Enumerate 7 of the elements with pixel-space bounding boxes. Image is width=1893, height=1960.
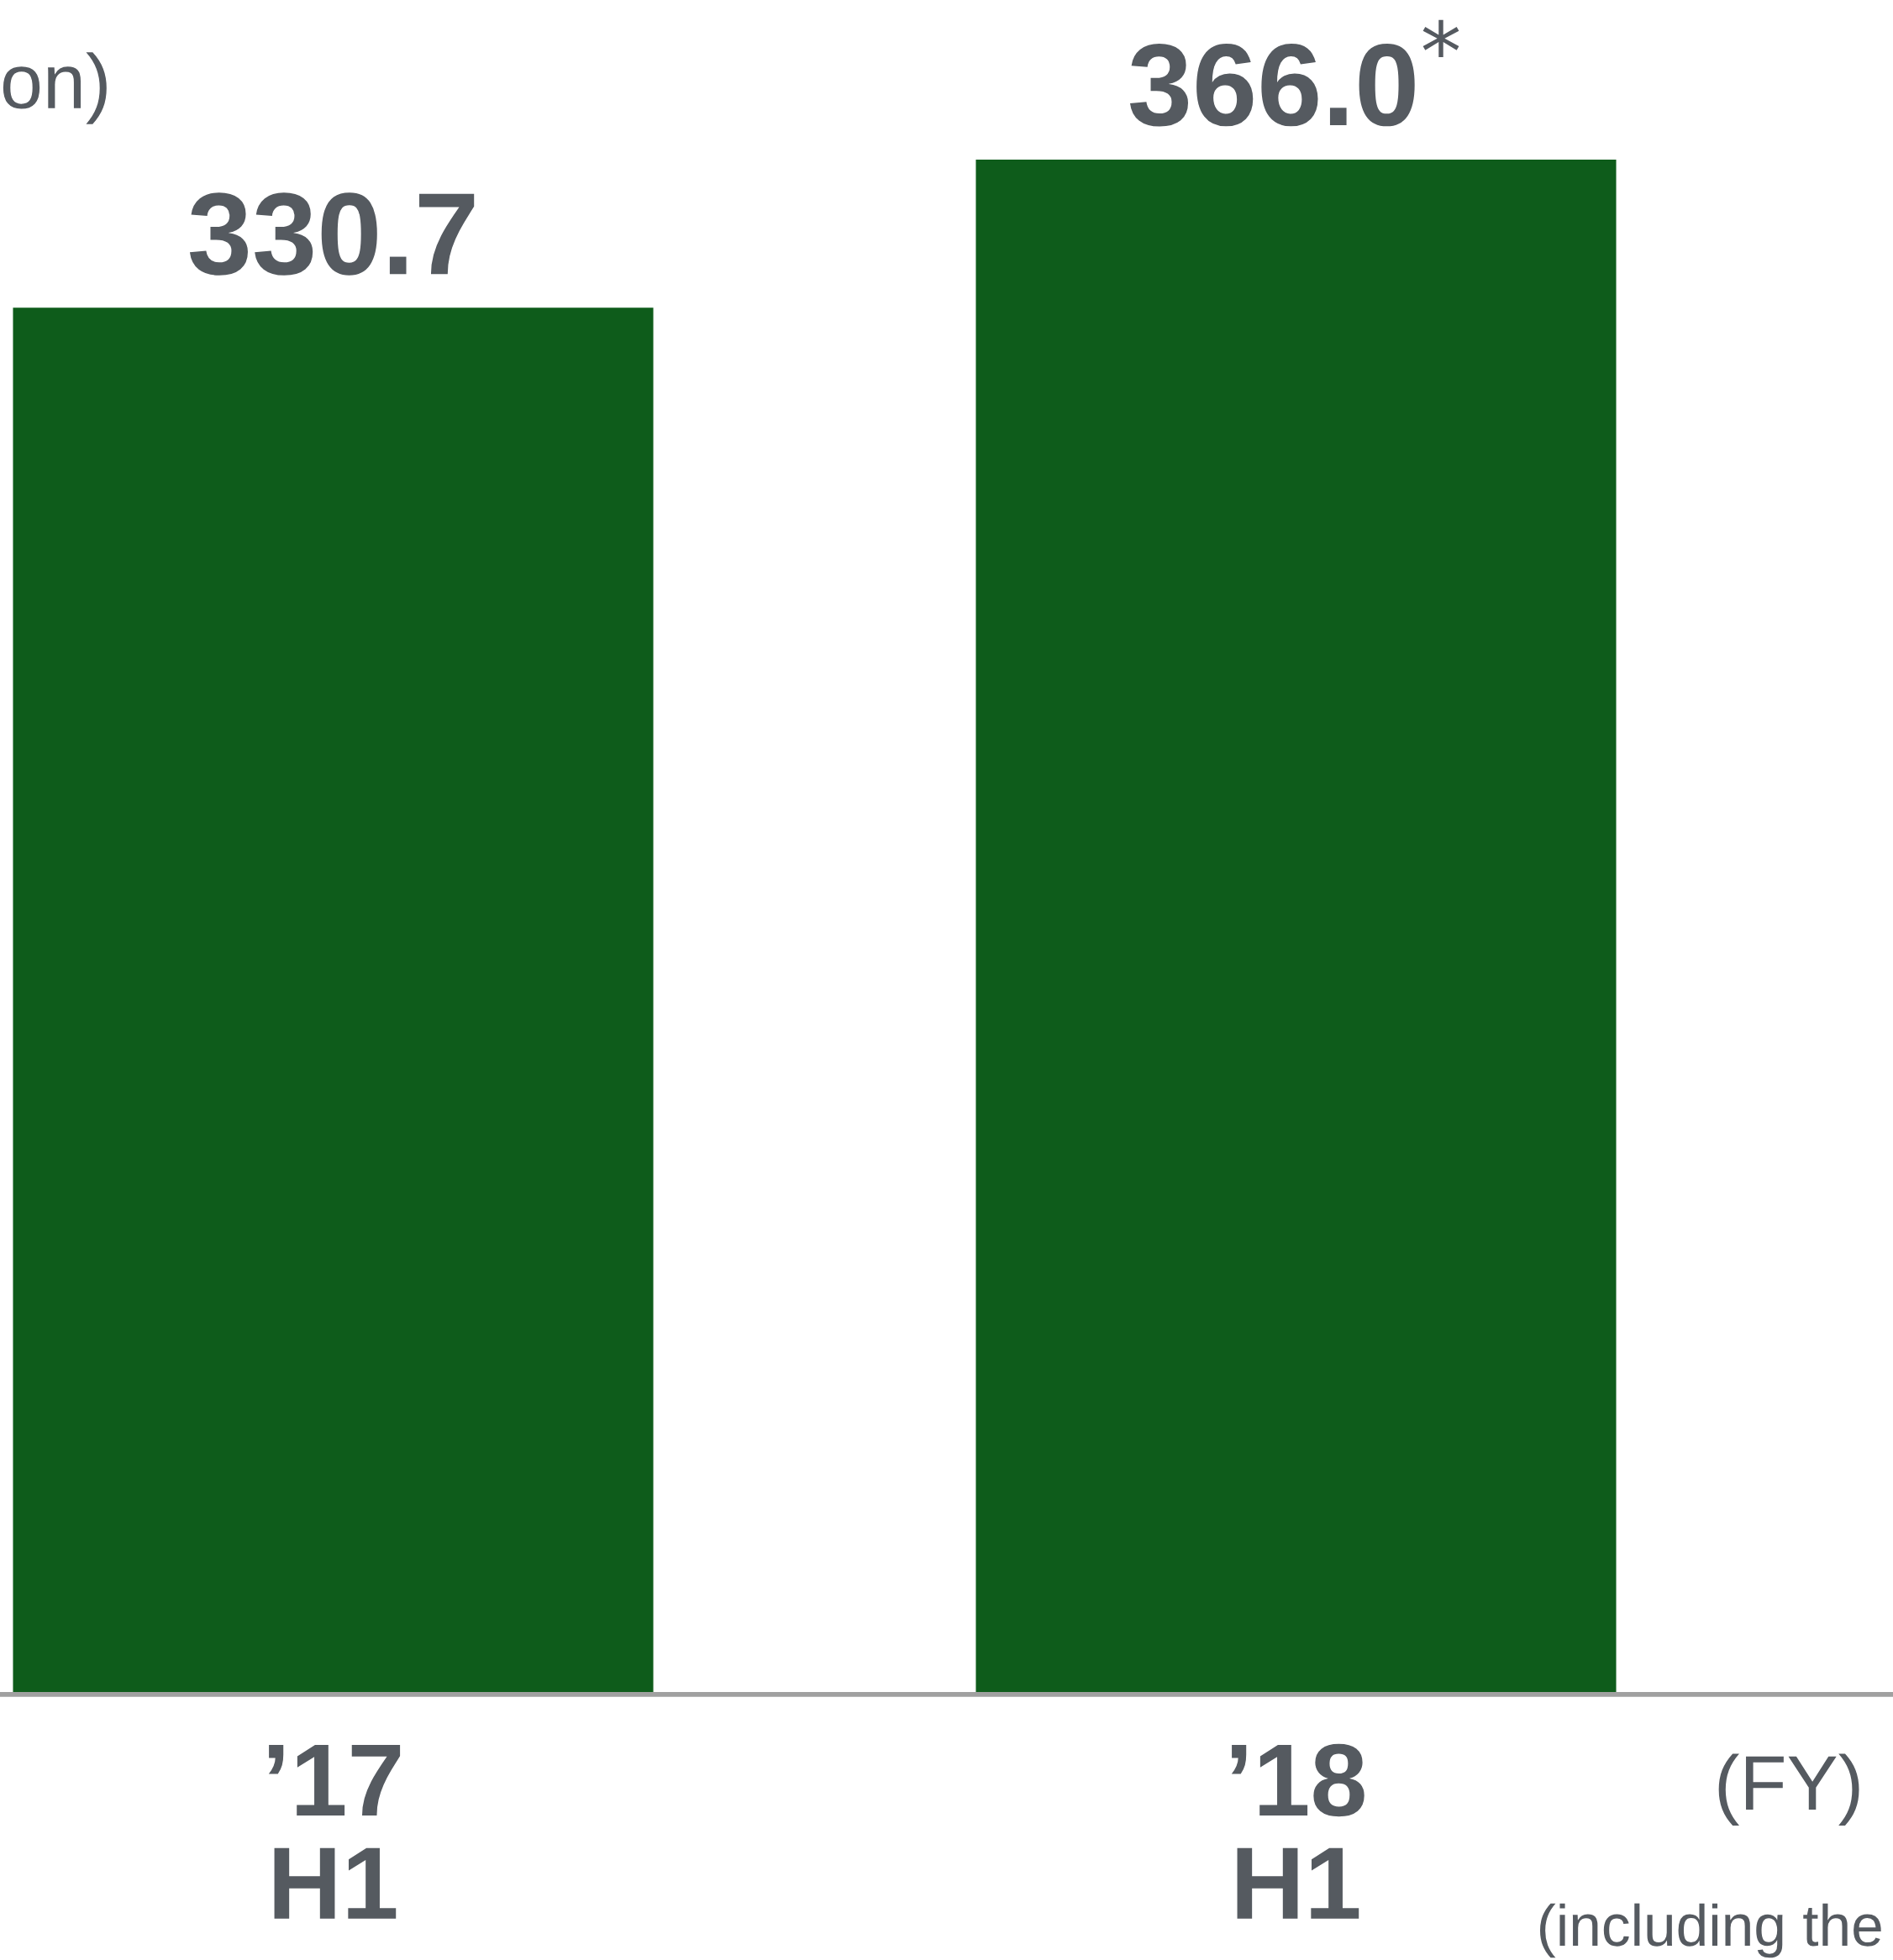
x-axis-title: (FY)	[1718, 1753, 1859, 1826]
data-label: 366.0$^{*}$	[1129, 19, 1459, 127]
x-tick-label: ’17 H1	[268, 1744, 401, 1919]
x-tick-label: ’18 H1	[1231, 1743, 1365, 1919]
data-label: 330.7	[189, 192, 475, 276]
text: (including the	[1540, 1903, 1881, 1958]
text: on)	[3, 52, 107, 124]
